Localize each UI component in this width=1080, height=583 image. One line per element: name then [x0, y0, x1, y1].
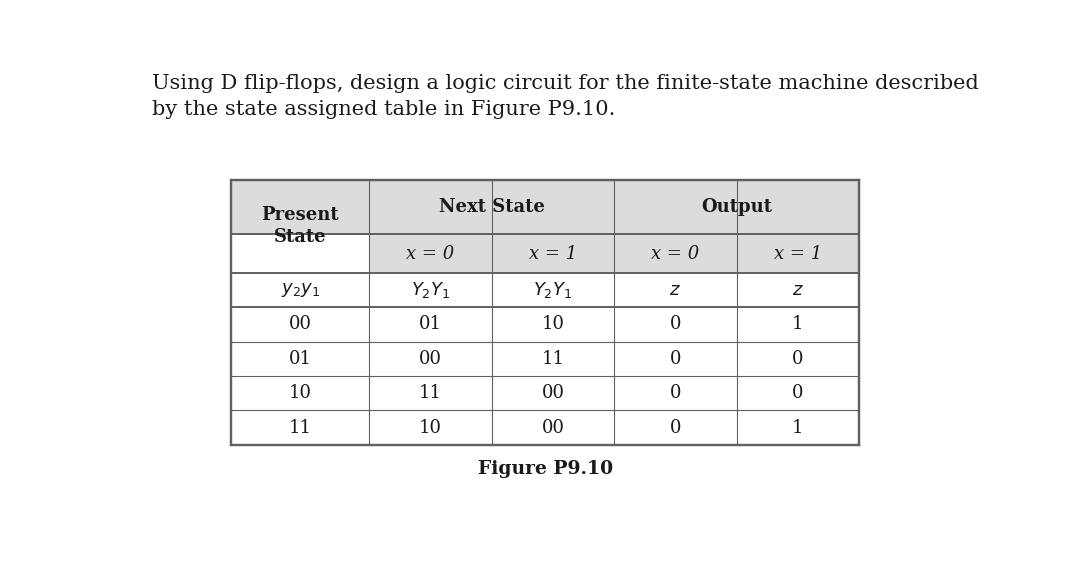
Text: $y_2y_1$: $y_2y_1$	[281, 281, 320, 299]
Text: 00: 00	[541, 384, 565, 402]
Text: x = 0: x = 0	[651, 244, 700, 262]
Text: 00: 00	[419, 350, 442, 368]
Text: 11: 11	[288, 419, 312, 437]
Text: 00: 00	[288, 315, 312, 333]
Text: Present
State: Present State	[261, 206, 339, 247]
Text: x = 1: x = 1	[773, 244, 822, 262]
Text: $Y_2Y_1$: $Y_2Y_1$	[410, 280, 450, 300]
Text: 11: 11	[541, 350, 565, 368]
Text: 00: 00	[541, 419, 565, 437]
Text: 1: 1	[792, 315, 804, 333]
Text: x = 0: x = 0	[406, 244, 455, 262]
Text: 01: 01	[419, 315, 442, 333]
Text: Figure P9.10: Figure P9.10	[477, 461, 612, 479]
Text: 0: 0	[792, 350, 804, 368]
Text: $z$: $z$	[792, 281, 804, 299]
Text: Output: Output	[701, 198, 772, 216]
Text: Using D flip-flops, design a logic circuit for the finite-state machine describe: Using D flip-flops, design a logic circu…	[151, 75, 978, 119]
Text: 10: 10	[419, 419, 442, 437]
Text: 01: 01	[288, 350, 312, 368]
Text: $Y_2Y_1$: $Y_2Y_1$	[534, 280, 572, 300]
Text: $z$: $z$	[670, 281, 681, 299]
Text: 0: 0	[670, 384, 681, 402]
Text: 0: 0	[670, 419, 681, 437]
Text: 0: 0	[670, 315, 681, 333]
Text: 0: 0	[670, 350, 681, 368]
Text: 0: 0	[792, 384, 804, 402]
Text: Next State: Next State	[438, 198, 544, 216]
Bar	[369, 234, 859, 273]
Text: x = 1: x = 1	[529, 244, 577, 262]
Text: 1: 1	[792, 419, 804, 437]
Text: 10: 10	[288, 384, 312, 402]
Text: 10: 10	[541, 315, 565, 333]
Text: 11: 11	[419, 384, 442, 402]
